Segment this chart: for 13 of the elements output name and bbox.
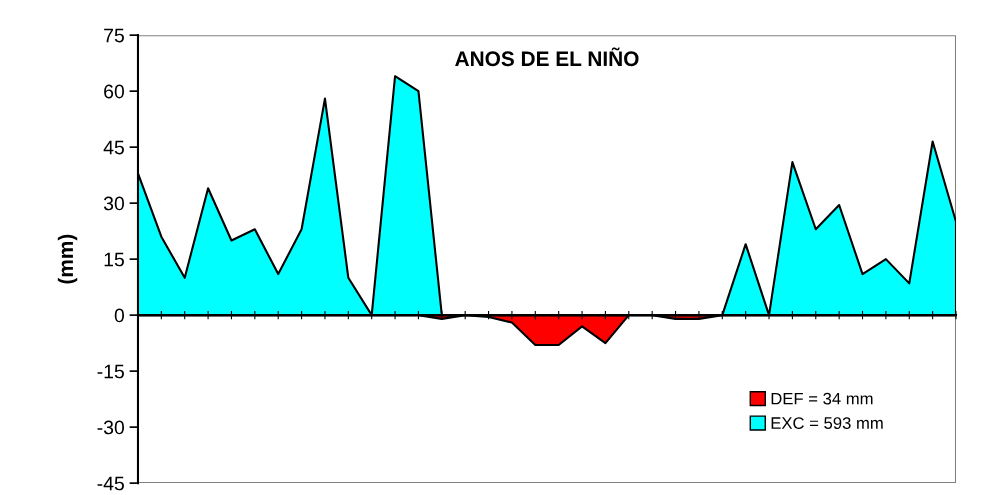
y-tick-label: 60 xyxy=(104,84,125,99)
y-tick-label: 15 xyxy=(104,252,124,267)
y-axis-title: (mm) xyxy=(57,234,78,284)
y-tick-label: 30 xyxy=(103,196,125,211)
y-tick-label: -45 xyxy=(97,476,124,491)
text: ANOS DE EL NIÑO xyxy=(455,47,639,67)
legend-label: EXC = 593 mm xyxy=(771,417,883,429)
y-tick-label: 0 xyxy=(114,308,125,323)
y-tick-label: -30 xyxy=(97,420,125,435)
y-tick-label: 75 xyxy=(104,28,124,43)
legend-label: DEF = 34 mm xyxy=(771,392,873,405)
y-tick-label: -15 xyxy=(97,364,124,379)
y-tick-label: 45 xyxy=(103,140,124,155)
